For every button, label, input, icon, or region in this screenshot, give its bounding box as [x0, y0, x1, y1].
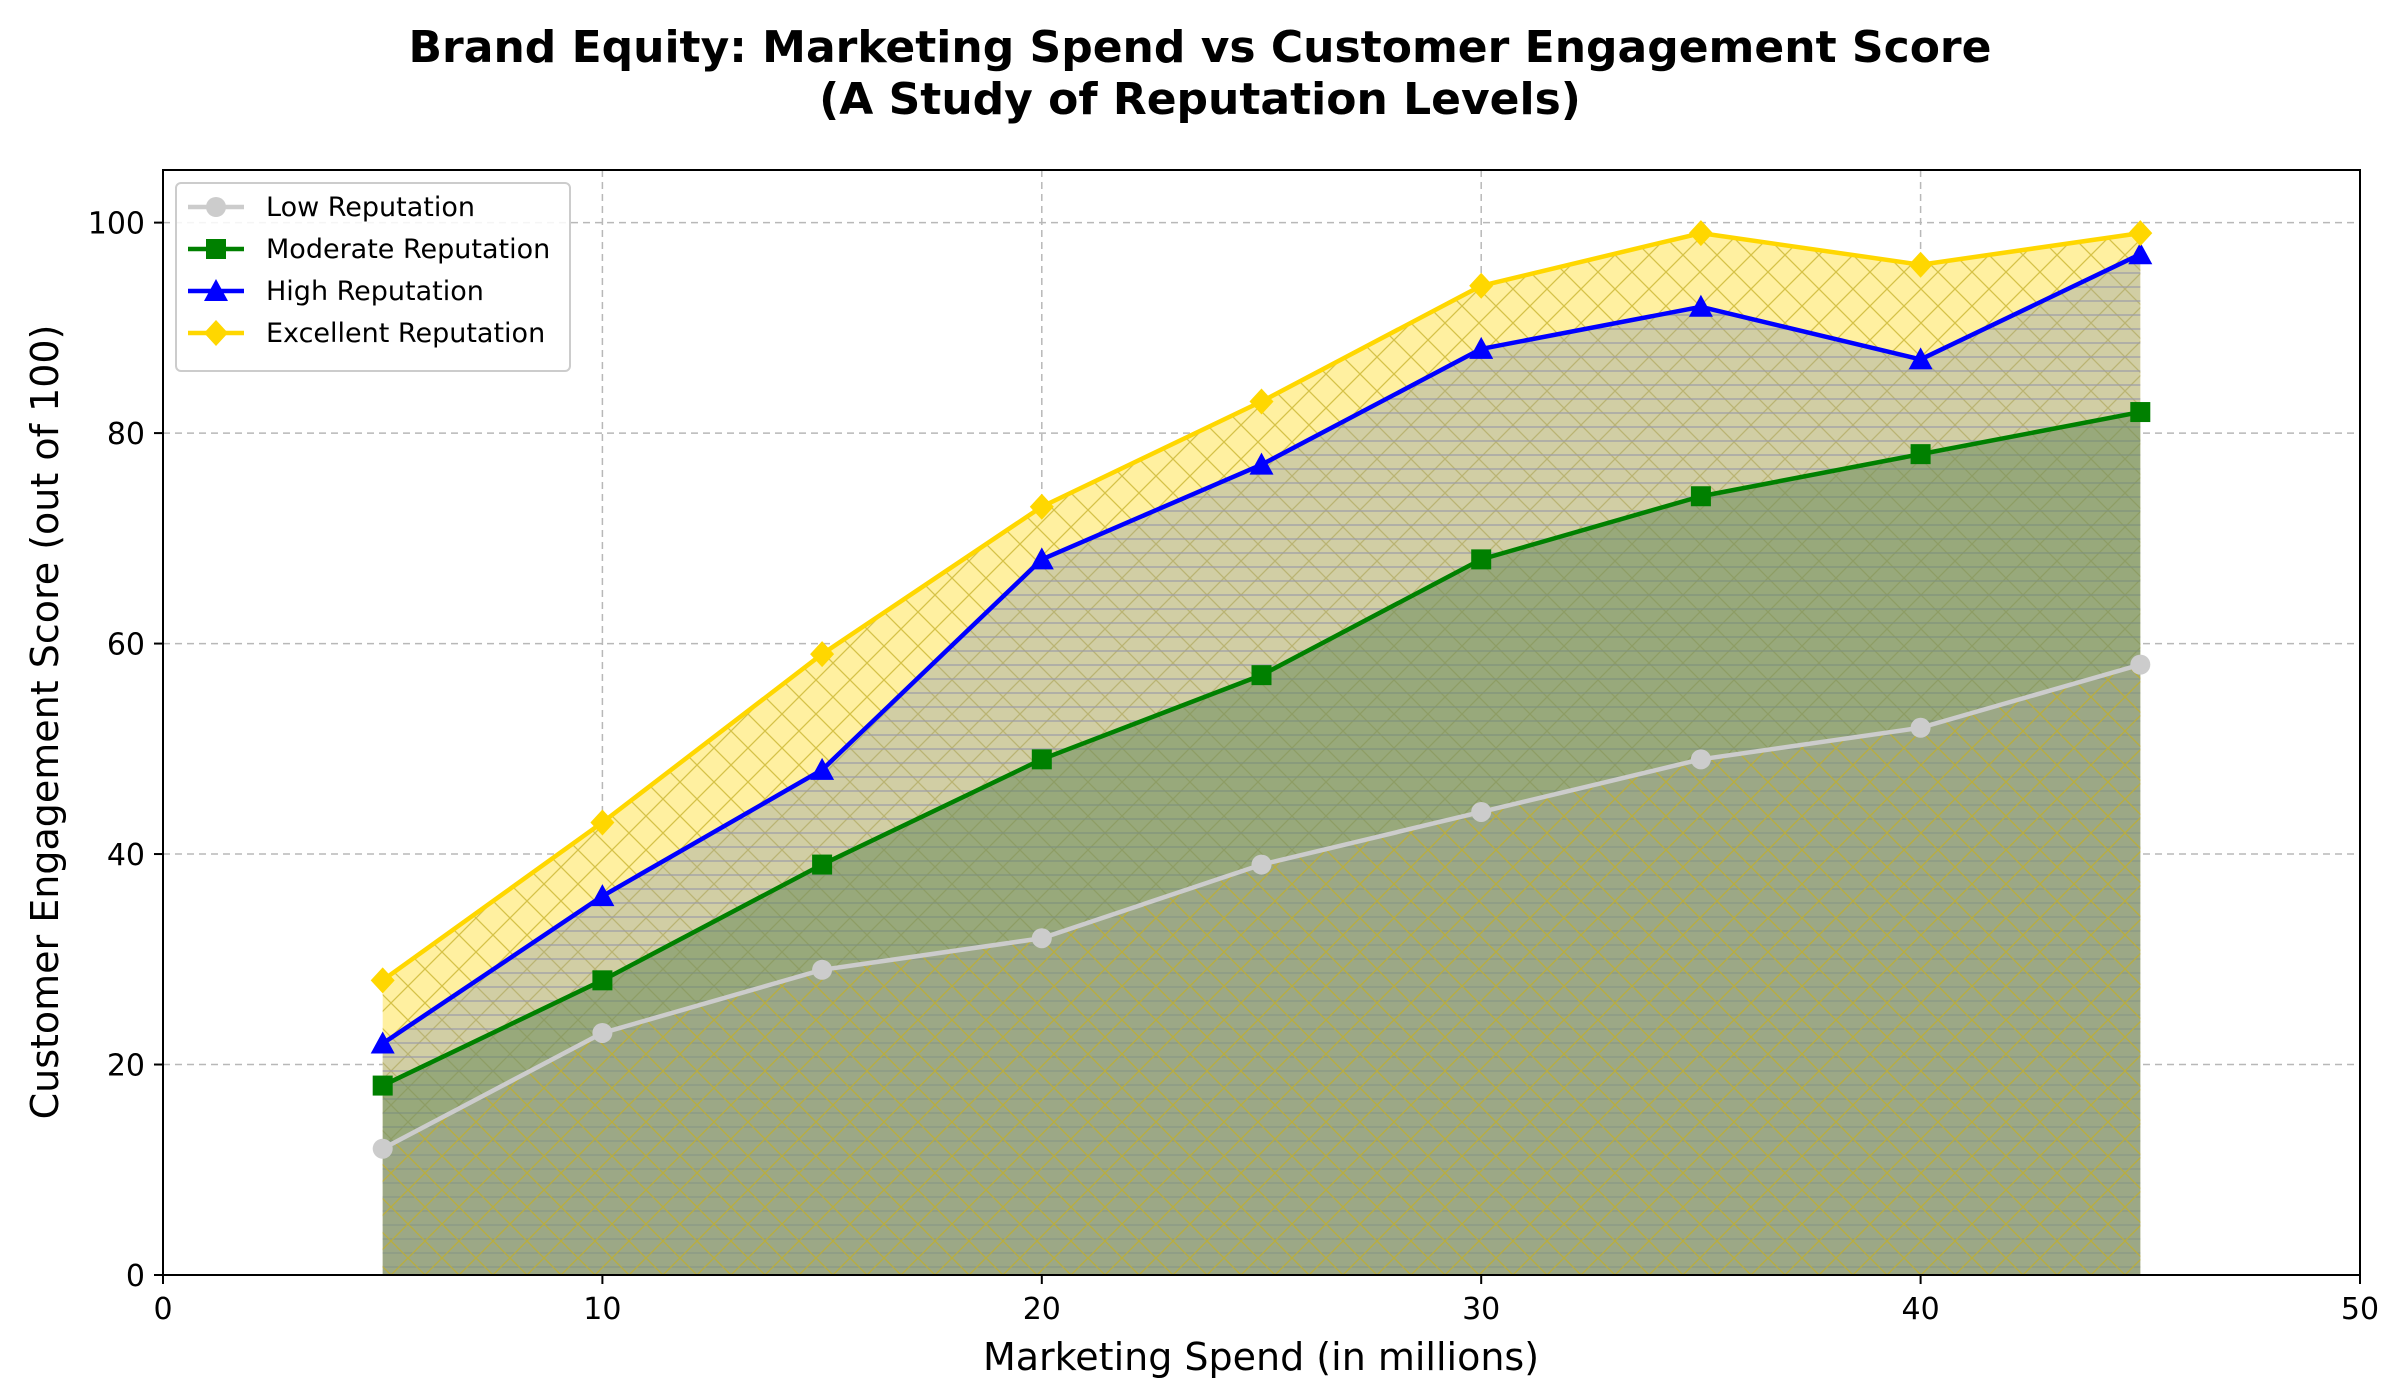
high-reputation-point — [590, 884, 615, 907]
x-tick-label: 0 — [153, 1292, 172, 1327]
x-tick-label: 50 — [2341, 1292, 2379, 1327]
area-layer — [382, 233, 2141, 1276]
excellent-reputation-point — [590, 809, 615, 836]
low-reputation-point — [1471, 801, 1492, 822]
high-reputation-point — [370, 1031, 395, 1054]
high-reputation-point — [1469, 336, 1494, 359]
y-tick-label: 80 — [107, 417, 145, 452]
low-reputation-point — [372, 1138, 393, 1159]
chart-title: Brand Equity: Marketing Spend vs Custome… — [408, 22, 1992, 73]
x-tick-label: 20 — [1023, 1292, 1061, 1327]
legend-marker-moderate-reputation — [206, 239, 226, 259]
moderate-reputation-point — [1690, 486, 1711, 507]
y-tick-label: 100 — [88, 207, 145, 242]
legend-marker-high-reputation — [204, 279, 228, 301]
legend-box — [175, 182, 571, 372]
legend-marker-low-reputation — [206, 197, 226, 217]
marker-layer — [370, 220, 2153, 1159]
moderate-reputation-point — [1031, 749, 1052, 770]
high-reputation-point — [2128, 242, 2153, 265]
excellent-reputation-point — [1688, 220, 1713, 247]
legend-marker-excellent-reputation — [204, 320, 228, 346]
y-axis-label: Customer Engagement Score (out of 100) — [23, 325, 67, 1120]
excellent-reputation-point — [1469, 272, 1494, 299]
moderate-reputation-point — [1910, 444, 1931, 465]
legend-label-high-reputation: High Reputation — [266, 276, 484, 307]
excellent-reputation-point — [370, 967, 395, 994]
moderate-reputation-point — [1251, 665, 1272, 686]
moderate-reputation-point — [592, 970, 613, 991]
legend-label-low-reputation: Low Reputation — [266, 192, 475, 223]
x-tick-label: 40 — [1902, 1292, 1940, 1327]
x-tick-label: 30 — [1462, 1292, 1500, 1327]
low-reputation-point — [2130, 654, 2151, 675]
high-reputation-point — [810, 757, 835, 780]
high-reputation-point — [1908, 347, 1933, 370]
low-reputation-point — [1031, 928, 1052, 949]
excellent-reputation-point — [2128, 220, 2153, 247]
high-reputation-point — [1688, 294, 1713, 317]
low-reputation-point — [1251, 854, 1272, 875]
legend-label-excellent-reputation: Excellent Reputation — [266, 318, 545, 349]
excellent-reputation-point — [1249, 388, 1274, 415]
low-reputation-point — [812, 959, 833, 980]
legend-label-moderate-reputation: Moderate Reputation — [266, 234, 550, 265]
plot-frame — [162, 169, 2361, 1276]
moderate-reputation-point — [372, 1075, 393, 1096]
excellent-reputation-point — [810, 641, 835, 668]
x-tick-label: 10 — [583, 1292, 621, 1327]
y-tick-label: 20 — [107, 1049, 145, 1084]
low-reputation-point — [592, 1022, 613, 1043]
low-reputation-point — [1910, 717, 1931, 738]
tick-layer: 0 10 20 30 40 50 0 20 40 60 80 100 — [88, 207, 2379, 1327]
low-reputation-point — [1690, 749, 1711, 770]
y-tick-label: 40 — [107, 838, 145, 873]
excellent-reputation-point — [1029, 493, 1054, 520]
chart-subtitle: (A Study of Reputation Levels) — [819, 74, 1581, 125]
y-tick-label: 0 — [126, 1259, 145, 1294]
moderate-reputation-point — [1471, 549, 1492, 570]
moderate-reputation-point — [812, 854, 833, 875]
high-reputation-point — [1029, 547, 1054, 570]
low-reputation-area-hatch — [382, 664, 2141, 1275]
x-axis-label: Marketing Spend (in millions) — [983, 1335, 1539, 1379]
legend: Low Reputation Moderate Reputation High Re… — [175, 182, 571, 372]
high-reputation-point — [1249, 452, 1274, 475]
excellent-reputation-point — [1908, 251, 1933, 278]
moderate-reputation-point — [2130, 402, 2151, 423]
y-tick-label: 60 — [107, 628, 145, 663]
